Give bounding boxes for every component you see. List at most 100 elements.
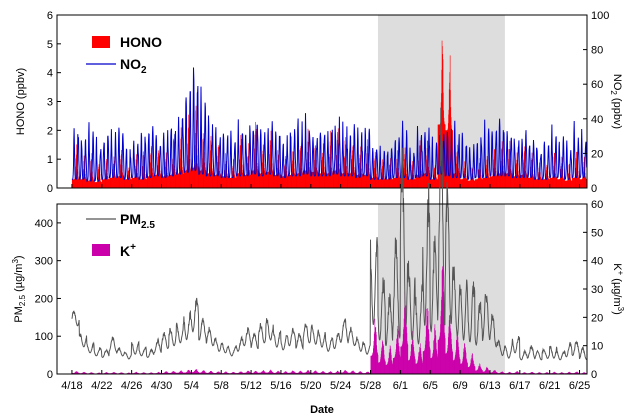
hono-bar <box>545 177 546 188</box>
k-bar <box>210 370 212 374</box>
k-bar <box>258 372 260 374</box>
hono-bar <box>183 173 184 188</box>
k-bar <box>374 331 375 374</box>
k-bar <box>419 346 420 374</box>
hono-bar <box>167 175 169 188</box>
hono-bar <box>168 175 170 188</box>
k-bar <box>76 371 77 374</box>
hono-bar <box>189 147 190 188</box>
hono-bar <box>545 173 547 188</box>
k-bar <box>77 372 79 374</box>
k-bar <box>516 371 518 374</box>
k-bar <box>385 364 387 374</box>
hono-bar <box>162 176 164 188</box>
hono-bar <box>496 176 498 188</box>
k-bar <box>205 372 206 374</box>
hono-bar <box>93 180 95 188</box>
k-bar <box>438 339 440 374</box>
k-bar <box>288 372 290 374</box>
k-bar <box>143 372 144 374</box>
k-bar <box>404 307 405 374</box>
hono-bar <box>267 172 269 188</box>
k-bar <box>488 370 490 374</box>
hono-bar <box>270 145 271 188</box>
hono-bar <box>289 175 290 188</box>
hono-bar <box>290 174 291 188</box>
k-bar <box>382 341 383 374</box>
k-bar <box>360 371 361 374</box>
hono-bar <box>283 175 285 188</box>
k-bar <box>173 371 174 374</box>
hono-bar <box>488 177 490 188</box>
k-bar <box>411 344 413 374</box>
k-bar <box>252 372 253 374</box>
hono-bar <box>525 165 526 188</box>
hono-bar <box>575 158 577 188</box>
hono-bar <box>548 178 550 188</box>
k-bar <box>271 371 273 374</box>
k-bar <box>387 361 389 374</box>
hono-bar <box>406 175 408 188</box>
hono-bar <box>183 170 185 188</box>
date-tick-label: 4/26 <box>121 380 142 392</box>
k-bar <box>187 371 188 374</box>
hono-bar <box>526 174 528 188</box>
hono-bar <box>99 178 101 188</box>
k-bar <box>357 372 359 374</box>
hono-bar <box>385 179 387 188</box>
hono-bar <box>498 173 499 188</box>
hono-bar <box>182 167 183 188</box>
k-bar <box>332 372 333 374</box>
date-tick-label: 4/18 <box>61 380 82 392</box>
hono-bar <box>124 179 125 188</box>
k-bar <box>167 372 169 374</box>
k-bar <box>386 364 387 374</box>
k-bar <box>376 345 378 374</box>
k-bar <box>480 368 482 374</box>
k-bar <box>122 372 123 374</box>
k-bar <box>345 370 346 374</box>
k-bar <box>502 372 504 374</box>
hono-bar <box>503 172 505 188</box>
k-bar <box>437 357 439 374</box>
k-bar <box>328 372 329 374</box>
hono-bar <box>497 176 498 188</box>
hono-bar <box>260 173 262 188</box>
hono-bar <box>190 169 191 188</box>
k-bar <box>429 348 431 374</box>
hono-bar <box>303 170 304 188</box>
hono-bar <box>201 170 202 188</box>
k-bar <box>180 370 181 374</box>
hono-bar <box>148 176 149 188</box>
k-bar <box>443 313 445 374</box>
hono-bar <box>334 170 336 188</box>
hono-bar <box>581 179 582 188</box>
hono-bar <box>398 168 399 188</box>
k-bar <box>413 346 415 374</box>
hono-bar <box>480 174 482 188</box>
no2-series-line <box>71 67 588 182</box>
hono-bar <box>466 178 467 188</box>
hono-bar <box>448 114 449 188</box>
hono-bar <box>372 177 373 188</box>
k-legend-label: K+ <box>120 242 136 259</box>
k-bar <box>233 371 234 374</box>
bottom-legend: PM2.5 K+ <box>86 211 155 259</box>
hono-bar <box>252 170 253 188</box>
hono-bar <box>559 179 560 188</box>
k-bar <box>238 372 240 374</box>
hono-bar <box>244 175 246 188</box>
k-bar <box>408 360 410 374</box>
hono-bar <box>203 138 204 188</box>
hono-bar <box>238 173 239 188</box>
k-bar <box>337 370 339 374</box>
hono-bar <box>574 175 576 188</box>
k-bar <box>525 372 527 374</box>
hono-bar <box>117 176 119 188</box>
hono-bar <box>529 177 530 188</box>
hono-bar <box>114 172 116 188</box>
hono-bar <box>130 179 132 188</box>
k-bar <box>578 372 580 374</box>
hono-bar <box>316 169 318 188</box>
k-bar <box>458 346 459 374</box>
